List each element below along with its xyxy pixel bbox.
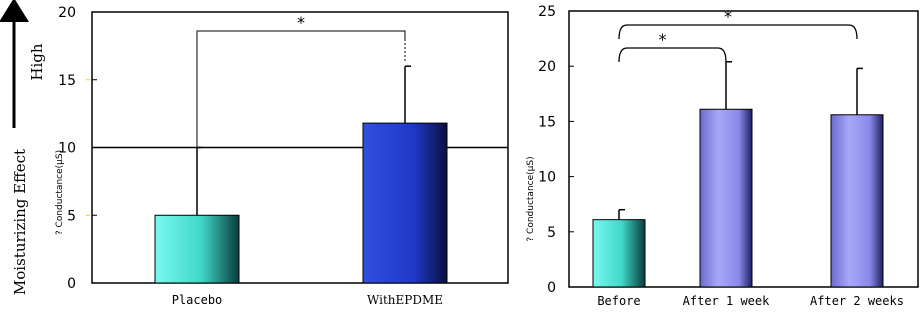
- chart-placebo-vs-epdme: 0 5 10 15 20 ? Conductance(μS) Placebo WithEPDM…: [55, 5, 509, 307]
- y-tick-label: 5: [547, 225, 556, 241]
- significance-star: *: [297, 13, 305, 32]
- x-category-label: After 1 week: [683, 294, 770, 308]
- significance-star: *: [724, 7, 732, 26]
- bar-after-1-week: [699, 108, 753, 288]
- x-category-label: After 2 weeks: [810, 294, 904, 308]
- y-tick-label: 15: [538, 114, 556, 130]
- significance-bracket: [618, 47, 727, 63]
- significance-bracket: [618, 24, 858, 40]
- bar-before: [592, 219, 646, 288]
- y-tick-label: 0: [67, 276, 76, 292]
- y-axis-label: ? Conductance(μS): [526, 156, 536, 241]
- y-tick-label: 20: [538, 59, 556, 75]
- bar-placebo: [154, 214, 240, 284]
- y-axis-label: ? Conductance(μS): [55, 150, 65, 235]
- y-tick-label: 0: [547, 280, 556, 296]
- x-category-label: Before: [597, 294, 640, 308]
- side-annotation: High Moisturizing Effect: [0, 0, 46, 295]
- bar-withepdme: [362, 122, 448, 284]
- y-tick-label: 15: [58, 73, 76, 89]
- x-category-label: WithEPDME: [367, 293, 443, 307]
- chart-before-after: 0 5 10 15 20 25 ? Conductance(μS) Before After 1…: [526, 4, 919, 308]
- y-tick-label: 5: [67, 208, 76, 224]
- side-label-high: High: [28, 43, 46, 80]
- side-label-moisturizing-effect: Moisturizing Effect: [11, 149, 29, 295]
- y-tick-label: 25: [538, 4, 556, 20]
- significance-star: *: [659, 30, 667, 49]
- bar-after-2-weeks: [830, 114, 884, 288]
- y-tick-label: 10: [58, 141, 76, 157]
- significance-bracket: [196, 30, 406, 210]
- y-tick-label: 20: [58, 5, 76, 21]
- y-tick-label: 10: [538, 170, 556, 186]
- x-category-label: Placebo: [172, 293, 223, 307]
